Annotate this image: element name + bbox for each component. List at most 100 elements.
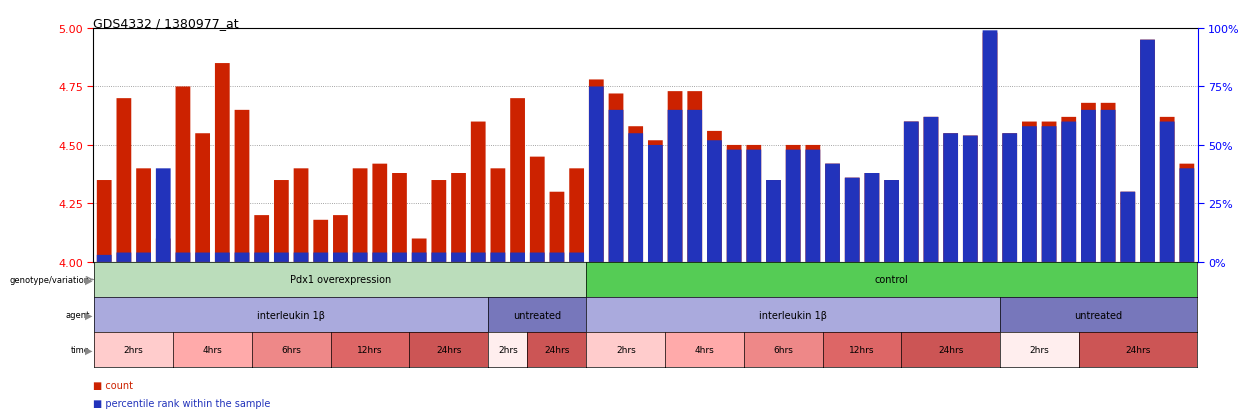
Bar	[314, 253, 329, 262]
Bar	[806, 145, 820, 262]
Text: 24hrs: 24hrs	[937, 346, 964, 354]
Bar	[766, 180, 781, 262]
Bar	[687, 92, 702, 262]
Bar	[589, 80, 604, 262]
Bar	[1062, 122, 1076, 262]
Bar	[549, 253, 564, 262]
Bar	[97, 255, 112, 262]
Text: 24hrs: 24hrs	[544, 346, 570, 354]
Bar	[904, 122, 919, 262]
Bar	[1002, 134, 1017, 262]
Bar	[1140, 40, 1155, 262]
Bar	[944, 134, 959, 262]
Bar	[234, 253, 249, 262]
Bar	[530, 253, 544, 262]
Text: agent: agent	[65, 311, 90, 319]
Text: 24hrs: 24hrs	[436, 346, 462, 354]
Bar	[294, 169, 309, 262]
Text: 2hrs: 2hrs	[123, 346, 143, 354]
Bar	[510, 253, 525, 262]
Bar	[254, 253, 269, 262]
Text: interleukin 1β: interleukin 1β	[258, 310, 325, 320]
Bar	[1179, 164, 1194, 262]
Bar	[176, 253, 190, 262]
Bar	[510, 99, 525, 262]
Text: 4hrs: 4hrs	[203, 346, 223, 354]
Text: ■ percentile rank within the sample: ■ percentile rank within the sample	[93, 398, 270, 408]
Bar	[254, 216, 269, 262]
Bar	[97, 180, 112, 262]
Bar	[117, 99, 131, 262]
Bar	[647, 145, 662, 262]
Text: untreated: untreated	[513, 310, 561, 320]
Text: GDS4332 / 1380977_at: GDS4332 / 1380977_at	[93, 17, 239, 29]
Bar	[589, 87, 604, 262]
Bar	[372, 253, 387, 262]
Bar	[766, 180, 781, 262]
Bar	[432, 180, 446, 262]
Bar	[629, 127, 644, 262]
Bar	[944, 134, 959, 262]
Bar	[727, 150, 742, 262]
Bar	[274, 253, 289, 262]
Bar	[412, 239, 427, 262]
Text: 6hrs: 6hrs	[773, 346, 793, 354]
Bar	[667, 92, 682, 262]
Bar	[1002, 134, 1017, 262]
Text: untreated: untreated	[1074, 310, 1122, 320]
Bar	[530, 157, 544, 262]
Bar	[274, 180, 289, 262]
Bar	[432, 253, 446, 262]
Text: ▶: ▶	[85, 345, 92, 355]
Bar	[982, 31, 997, 262]
Bar	[314, 220, 329, 262]
Bar	[392, 253, 407, 262]
Text: time: time	[71, 346, 90, 354]
Text: 2hrs: 2hrs	[616, 346, 636, 354]
Bar	[156, 239, 171, 262]
Text: 12hrs: 12hrs	[357, 346, 382, 354]
Bar	[294, 253, 309, 262]
Bar	[924, 118, 939, 262]
Bar	[727, 145, 742, 262]
Bar	[629, 134, 644, 262]
Bar	[1022, 122, 1037, 262]
Bar	[352, 169, 367, 262]
Bar	[215, 64, 229, 262]
Bar	[825, 164, 840, 262]
Text: interleukin 1β: interleukin 1β	[759, 310, 827, 320]
Bar	[1042, 127, 1057, 262]
Bar	[1120, 192, 1135, 262]
Bar	[707, 132, 722, 262]
Bar	[864, 173, 879, 262]
Bar	[1160, 122, 1174, 262]
Text: 24hrs: 24hrs	[1125, 346, 1150, 354]
Bar	[332, 216, 347, 262]
Bar	[687, 111, 702, 262]
Bar	[1062, 118, 1076, 262]
Text: 4hrs: 4hrs	[695, 346, 715, 354]
Bar	[1101, 111, 1116, 262]
Bar	[156, 169, 171, 262]
Text: Pdx1 overexpression: Pdx1 overexpression	[290, 275, 391, 285]
Bar	[845, 178, 859, 262]
Bar	[1140, 40, 1155, 262]
Bar	[1081, 104, 1096, 262]
Bar	[825, 164, 840, 262]
Text: control: control	[875, 275, 909, 285]
Bar	[352, 253, 367, 262]
Bar	[117, 253, 131, 262]
Bar	[667, 111, 682, 262]
Bar	[1042, 122, 1057, 262]
Bar	[609, 94, 624, 262]
Text: 2hrs: 2hrs	[498, 346, 518, 354]
Bar	[786, 145, 801, 262]
Bar	[471, 253, 486, 262]
Text: genotype/variation: genotype/variation	[10, 275, 90, 284]
Bar	[924, 118, 939, 262]
Bar	[569, 253, 584, 262]
Bar	[904, 122, 919, 262]
Bar	[864, 173, 879, 262]
Bar	[1022, 127, 1037, 262]
Bar	[451, 253, 466, 262]
